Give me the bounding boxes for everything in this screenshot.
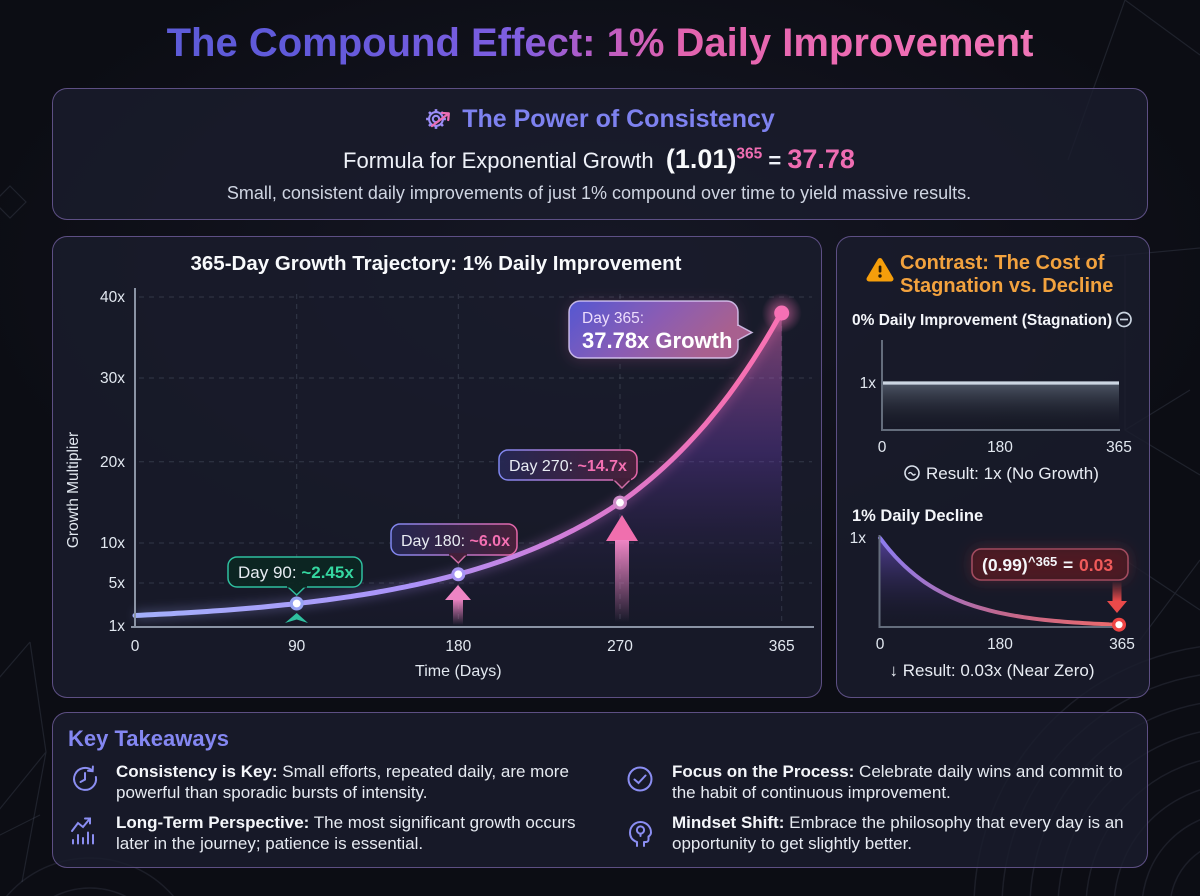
svg-text:1x: 1x	[850, 530, 867, 547]
svg-text:Growth Multiplier: Growth Multiplier	[65, 432, 82, 548]
svg-text:1x: 1x	[109, 618, 126, 635]
svg-text:270: 270	[607, 638, 633, 655]
svg-text:40x: 40x	[100, 289, 125, 306]
svg-text:10x: 10x	[100, 535, 125, 552]
svg-text:(0.99): (0.99)	[982, 555, 1028, 575]
svg-text:37.78x Growth: 37.78x Growth	[582, 328, 732, 353]
svg-text:Day 270: ~14.7x: Day 270: ~14.7x	[509, 458, 627, 475]
svg-text:365: 365	[769, 638, 795, 655]
svg-text:30x: 30x	[100, 370, 125, 387]
svg-text:0: 0	[878, 439, 887, 456]
svg-text:Contrast: The Cost of: Contrast: The Cost of	[900, 252, 1105, 274]
svg-text:Result: 1x (No Growth): Result: 1x (No Growth)	[926, 464, 1099, 483]
svg-text:0% Daily Improvement (Stagnati: 0% Daily Improvement (Stagnation)	[852, 312, 1112, 329]
svg-text:Day 180: ~6.0x: Day 180: ~6.0x	[401, 533, 510, 550]
svg-text:0.03: 0.03	[1079, 555, 1113, 575]
svg-text:20x: 20x	[100, 454, 125, 471]
svg-text:180: 180	[987, 439, 1013, 456]
svg-text:180: 180	[445, 638, 471, 655]
svg-text:1% Daily Decline: 1% Daily Decline	[852, 507, 983, 525]
svg-text:Stagnation vs. Decline: Stagnation vs. Decline	[900, 275, 1113, 297]
svg-text:365: 365	[1109, 636, 1135, 653]
svg-text:180: 180	[987, 636, 1013, 653]
svg-text:365: 365	[1106, 439, 1132, 456]
svg-text:5x: 5x	[109, 575, 126, 592]
svg-text:Day 90: ~2.45x: Day 90: ~2.45x	[238, 563, 354, 582]
svg-text:↓ Result: 0.03x (Near Zero): ↓ Result: 0.03x (Near Zero)	[889, 661, 1094, 680]
svg-text:0: 0	[876, 636, 885, 653]
svg-text:0: 0	[131, 638, 140, 655]
svg-text:=: =	[1063, 555, 1073, 575]
svg-text:90: 90	[288, 638, 306, 655]
svg-text:Time (Days): Time (Days)	[415, 663, 502, 680]
svg-text:^365: ^365	[1028, 554, 1057, 569]
svg-text:1x: 1x	[860, 375, 877, 392]
svg-text:Day 365:: Day 365:	[582, 310, 644, 327]
